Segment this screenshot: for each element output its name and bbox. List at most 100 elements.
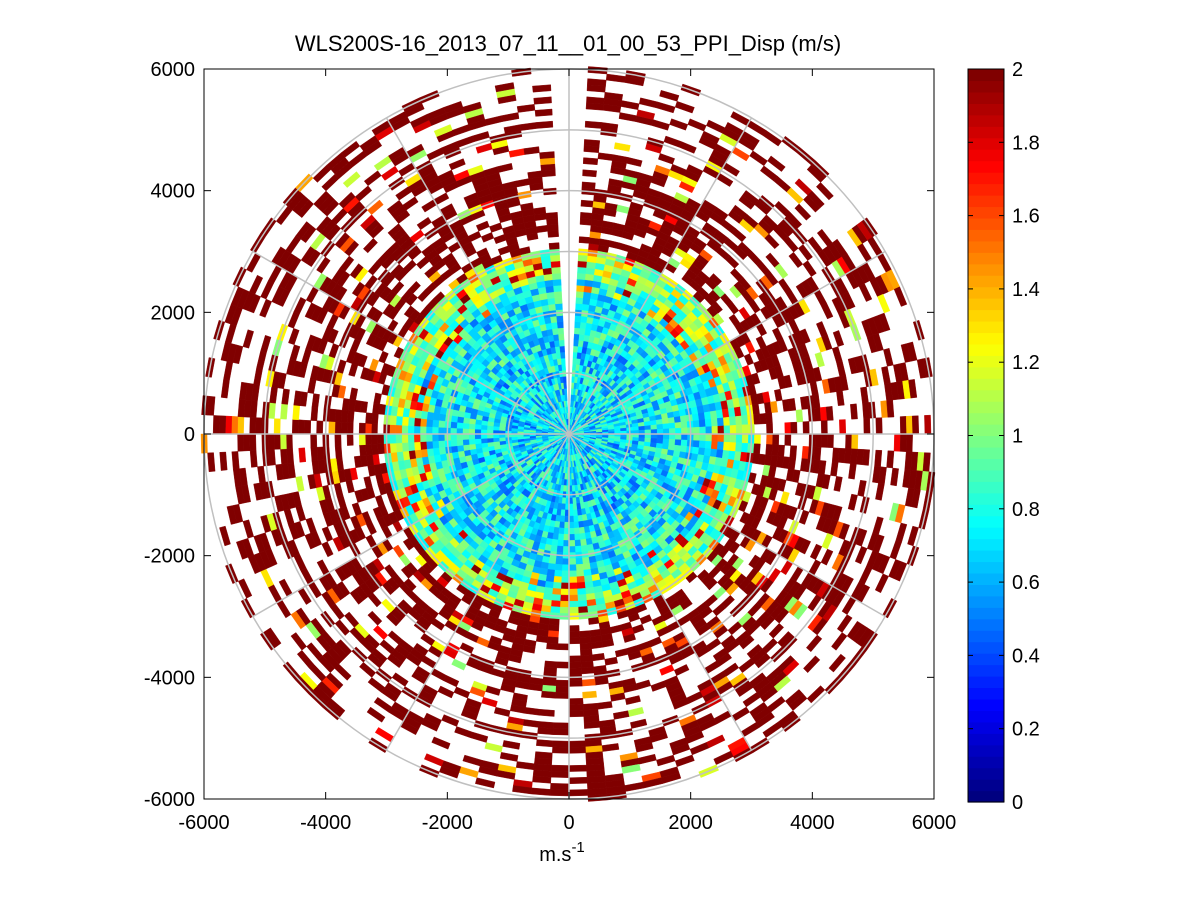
scan-cell — [249, 433, 257, 451]
scan-cell — [604, 91, 624, 101]
scan-cell — [575, 569, 585, 578]
scan-cell — [573, 345, 579, 353]
scan-cell — [462, 428, 470, 435]
scan-cell — [582, 157, 599, 166]
scan-cell — [358, 433, 366, 446]
scan-cell — [550, 770, 570, 778]
scan-cell — [480, 438, 488, 444]
scan-cell — [568, 625, 580, 632]
scan-cell — [530, 787, 551, 796]
scan-cell — [365, 412, 373, 424]
scan-cell — [905, 433, 913, 453]
scan-cell — [432, 412, 441, 421]
scan-cell — [590, 641, 604, 650]
scan-cell — [710, 441, 719, 450]
scan-cell — [225, 415, 233, 435]
scan-cell — [577, 514, 584, 522]
scan-cell — [413, 433, 421, 443]
scan-cell — [681, 427, 688, 435]
scan-cell — [292, 404, 301, 421]
scan-cell — [583, 285, 593, 294]
scan-cell — [556, 545, 564, 553]
scan-cell — [572, 497, 577, 505]
scan-cell — [413, 441, 422, 451]
scan-cell — [705, 433, 713, 442]
scan-cell — [863, 417, 871, 435]
scan-cell — [766, 423, 774, 435]
scan-cell — [705, 426, 713, 435]
scan-cell — [807, 190, 825, 209]
scan-cell — [735, 442, 743, 453]
scan-cell — [770, 400, 778, 413]
scan-cell — [419, 433, 427, 443]
scan-cell — [550, 600, 561, 608]
scan-cell — [563, 533, 570, 541]
scan-cell — [438, 446, 447, 455]
scan-cell — [304, 419, 312, 435]
scan-cell — [237, 399, 246, 418]
scan-cell — [267, 433, 275, 451]
scan-cell — [579, 218, 592, 226]
scan-cell — [468, 433, 476, 440]
scan-cell — [389, 433, 397, 444]
scan-cell — [568, 698, 584, 705]
scan-cell — [556, 661, 570, 669]
scan-cell — [924, 414, 932, 435]
scan-cell — [836, 390, 845, 406]
scan-cell — [704, 440, 713, 450]
scan-cell — [649, 419, 657, 426]
scan-cell — [328, 408, 337, 422]
scan-cell — [280, 448, 288, 465]
scan-cell — [862, 449, 870, 466]
scan-cell — [474, 442, 483, 450]
scan-cell — [752, 403, 760, 415]
scan-cell — [310, 406, 319, 422]
scan-cell — [535, 635, 548, 643]
scan-cell — [704, 418, 713, 428]
scan-cell — [568, 564, 577, 572]
scan-cell — [462, 422, 470, 429]
scan-cell — [556, 539, 564, 547]
scan-cell — [573, 527, 580, 535]
scan-cell — [675, 427, 682, 435]
scan-cell — [347, 410, 355, 423]
scan-cell — [659, 90, 680, 102]
scan-cell — [573, 521, 580, 529]
scan-cell — [468, 423, 476, 430]
scan-cell — [549, 789, 570, 797]
scan-cell — [798, 244, 813, 261]
scan-cell — [559, 515, 565, 523]
scan-cell — [207, 452, 216, 473]
scan-cell — [709, 273, 722, 286]
scan-cell — [583, 574, 593, 583]
scan-cell — [816, 182, 834, 201]
scan-cell — [539, 709, 555, 717]
scan-cell — [291, 419, 299, 435]
scan-cell — [845, 433, 853, 450]
scan-cell — [552, 746, 570, 754]
scan-cell — [474, 423, 482, 430]
scan-cell — [729, 433, 737, 444]
scan-cell — [655, 418, 664, 426]
scan-cell — [316, 446, 325, 461]
scan-cell — [285, 433, 293, 450]
scan-cell — [546, 568, 555, 577]
scan-cell — [839, 419, 847, 435]
scan-cell — [377, 433, 384, 445]
scan-cell — [558, 521, 565, 529]
scan-cell — [820, 302, 834, 320]
scan-cell — [548, 624, 560, 632]
scan-cell — [661, 418, 670, 425]
scan-cell — [456, 427, 463, 435]
scan-cell — [498, 437, 506, 442]
scan-cell — [551, 588, 562, 596]
scan-cell — [551, 764, 570, 772]
scan-cell — [573, 339, 580, 347]
scan-cell — [710, 418, 719, 427]
scan-cell — [583, 291, 592, 300]
scan-cell — [613, 142, 631, 152]
scan-cell — [328, 421, 336, 435]
scan-cell — [568, 746, 586, 754]
scan-cell — [799, 328, 811, 344]
